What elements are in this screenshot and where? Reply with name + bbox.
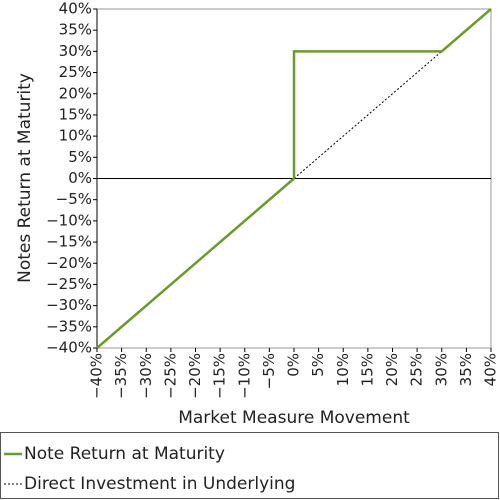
y-tick-label: 20% xyxy=(59,84,92,102)
x-tick-label: 25% xyxy=(408,353,426,386)
legend-label: Direct Investment in Underlying xyxy=(24,474,295,494)
x-tick-label: 0% xyxy=(285,353,303,377)
y-axis-title: Notes Return at Maturity xyxy=(15,73,35,283)
x-tick-label: −30% xyxy=(137,353,155,399)
series-line xyxy=(96,8,492,349)
x-tick-label: 35% xyxy=(457,353,475,386)
x-tick-label: 40% xyxy=(482,353,500,386)
x-tick-label: −35% xyxy=(112,353,130,399)
y-tick-label: −25% xyxy=(46,275,92,293)
series-line xyxy=(96,8,492,349)
y-tick-label: 40% xyxy=(59,0,92,18)
y-tick-label: −15% xyxy=(46,233,92,251)
x-axis-title: Market Measure Movement xyxy=(178,408,410,428)
y-tick-label: 5% xyxy=(68,148,92,166)
legend-label: Note Return at Maturity xyxy=(24,444,225,464)
y-tick-label: −10% xyxy=(46,211,92,229)
legend-box xyxy=(0,432,499,499)
x-tick-label: 10% xyxy=(334,353,352,386)
x-tick-label: 5% xyxy=(309,353,327,377)
y-tick-label: 35% xyxy=(59,21,92,39)
y-tick-label: −20% xyxy=(46,254,92,272)
y-tick-label: 25% xyxy=(59,63,92,81)
x-tick-label: 15% xyxy=(358,353,376,386)
y-tick-label: 10% xyxy=(59,127,92,145)
y-tick-label: 30% xyxy=(59,42,92,60)
x-tick-label: −5% xyxy=(260,353,278,389)
y-tick-label: 0% xyxy=(68,169,92,187)
x-tick-label: −20% xyxy=(186,353,204,399)
y-tick-label: −30% xyxy=(46,296,92,314)
x-tick-label: −15% xyxy=(211,353,229,399)
x-tick-label: 20% xyxy=(383,353,401,386)
y-tick-label: −35% xyxy=(46,317,92,335)
y-tick-label: −5% xyxy=(56,190,92,208)
x-tick-label: −10% xyxy=(235,353,253,399)
y-tick-label: 15% xyxy=(59,105,92,123)
y-tick-label: −40% xyxy=(46,339,92,357)
x-tick-label: −25% xyxy=(161,353,179,399)
x-tick-label: −40% xyxy=(88,353,106,399)
x-tick-label: 30% xyxy=(432,353,450,386)
